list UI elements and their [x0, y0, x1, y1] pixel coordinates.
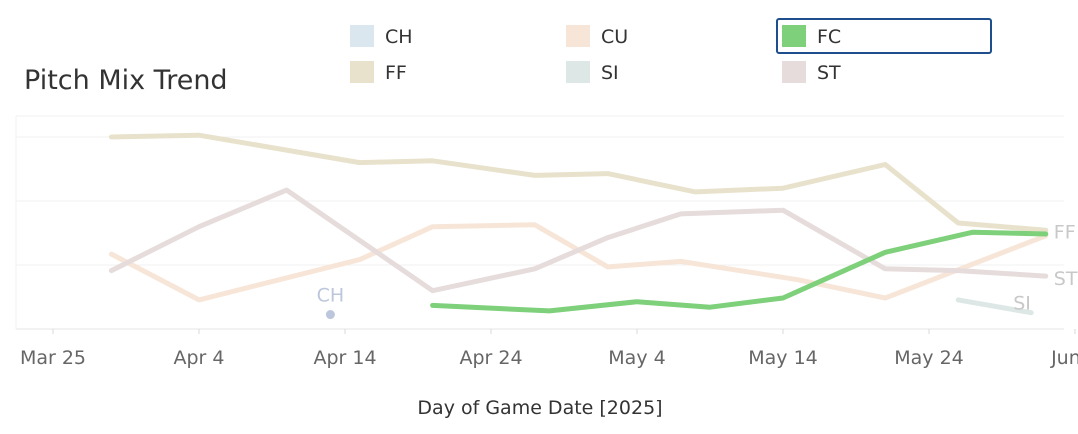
x-tick-label: Apr 4 — [174, 347, 225, 369]
series-end-label: CH — [317, 285, 345, 307]
legend-swatch — [566, 61, 590, 83]
legend-label: FC — [817, 26, 841, 48]
series-line — [430, 229, 1049, 314]
x-tick-label: May 4 — [608, 347, 665, 369]
series-ff: FF — [108, 132, 1076, 243]
chart-title: Pitch Mix Trend — [24, 65, 228, 96]
legend-swatch — [782, 61, 806, 83]
series-line — [955, 297, 1034, 316]
x-tick-label: Apr 24 — [459, 347, 522, 369]
legend-item-st[interactable]: ST — [782, 61, 841, 84]
x-tick-label: Jun 3 — [1050, 347, 1078, 369]
series-cu — [108, 222, 1049, 303]
series-end-label: SI — [1013, 293, 1031, 315]
legend-label: SI — [601, 62, 619, 84]
series-end-label: FF — [1054, 221, 1076, 243]
x-tick-label: May 24 — [894, 347, 964, 369]
legend-highlight-box — [776, 18, 992, 54]
x-tick-label: Apr 14 — [313, 347, 376, 369]
legend-swatch — [782, 25, 806, 47]
x-axis-label: Day of Game Date [2025] — [417, 397, 662, 419]
series-line — [108, 132, 1049, 233]
series-fc — [430, 229, 1049, 314]
series-line — [108, 187, 1049, 294]
legend-swatch — [350, 61, 374, 83]
legend-item-cu[interactable]: CU — [566, 25, 628, 48]
x-axis: Mar 25 Apr 4 Apr 14 Apr 24 May 4 May 14 May 24… — [20, 329, 1078, 369]
series-end-label: ST — [1054, 268, 1078, 290]
legend-item-si[interactable]: SI — [566, 61, 619, 84]
legend-swatch — [566, 25, 590, 47]
data-point — [325, 310, 335, 320]
series-ch: CH — [317, 285, 345, 320]
legend-label: FF — [385, 62, 407, 84]
x-tick-label: May 14 — [748, 347, 818, 369]
legend-item-ff[interactable]: FF — [350, 61, 407, 84]
legend-item-fc[interactable]: FC — [776, 18, 992, 54]
series-line — [108, 222, 1049, 303]
gridlines — [15, 115, 1064, 330]
legend-item-ch[interactable]: CH — [350, 25, 413, 48]
series-st: ST — [108, 187, 1078, 294]
legend: CH CU FC FF SI ST — [350, 18, 992, 84]
legend-label: CH — [385, 26, 413, 48]
legend-swatch — [350, 25, 374, 47]
x-tick-label: Mar 25 — [20, 347, 86, 369]
legend-label: CU — [601, 26, 628, 48]
series-layer: CH FF SI ST — [108, 132, 1078, 320]
legend-label: ST — [817, 62, 841, 84]
series-si: SI — [955, 293, 1034, 316]
